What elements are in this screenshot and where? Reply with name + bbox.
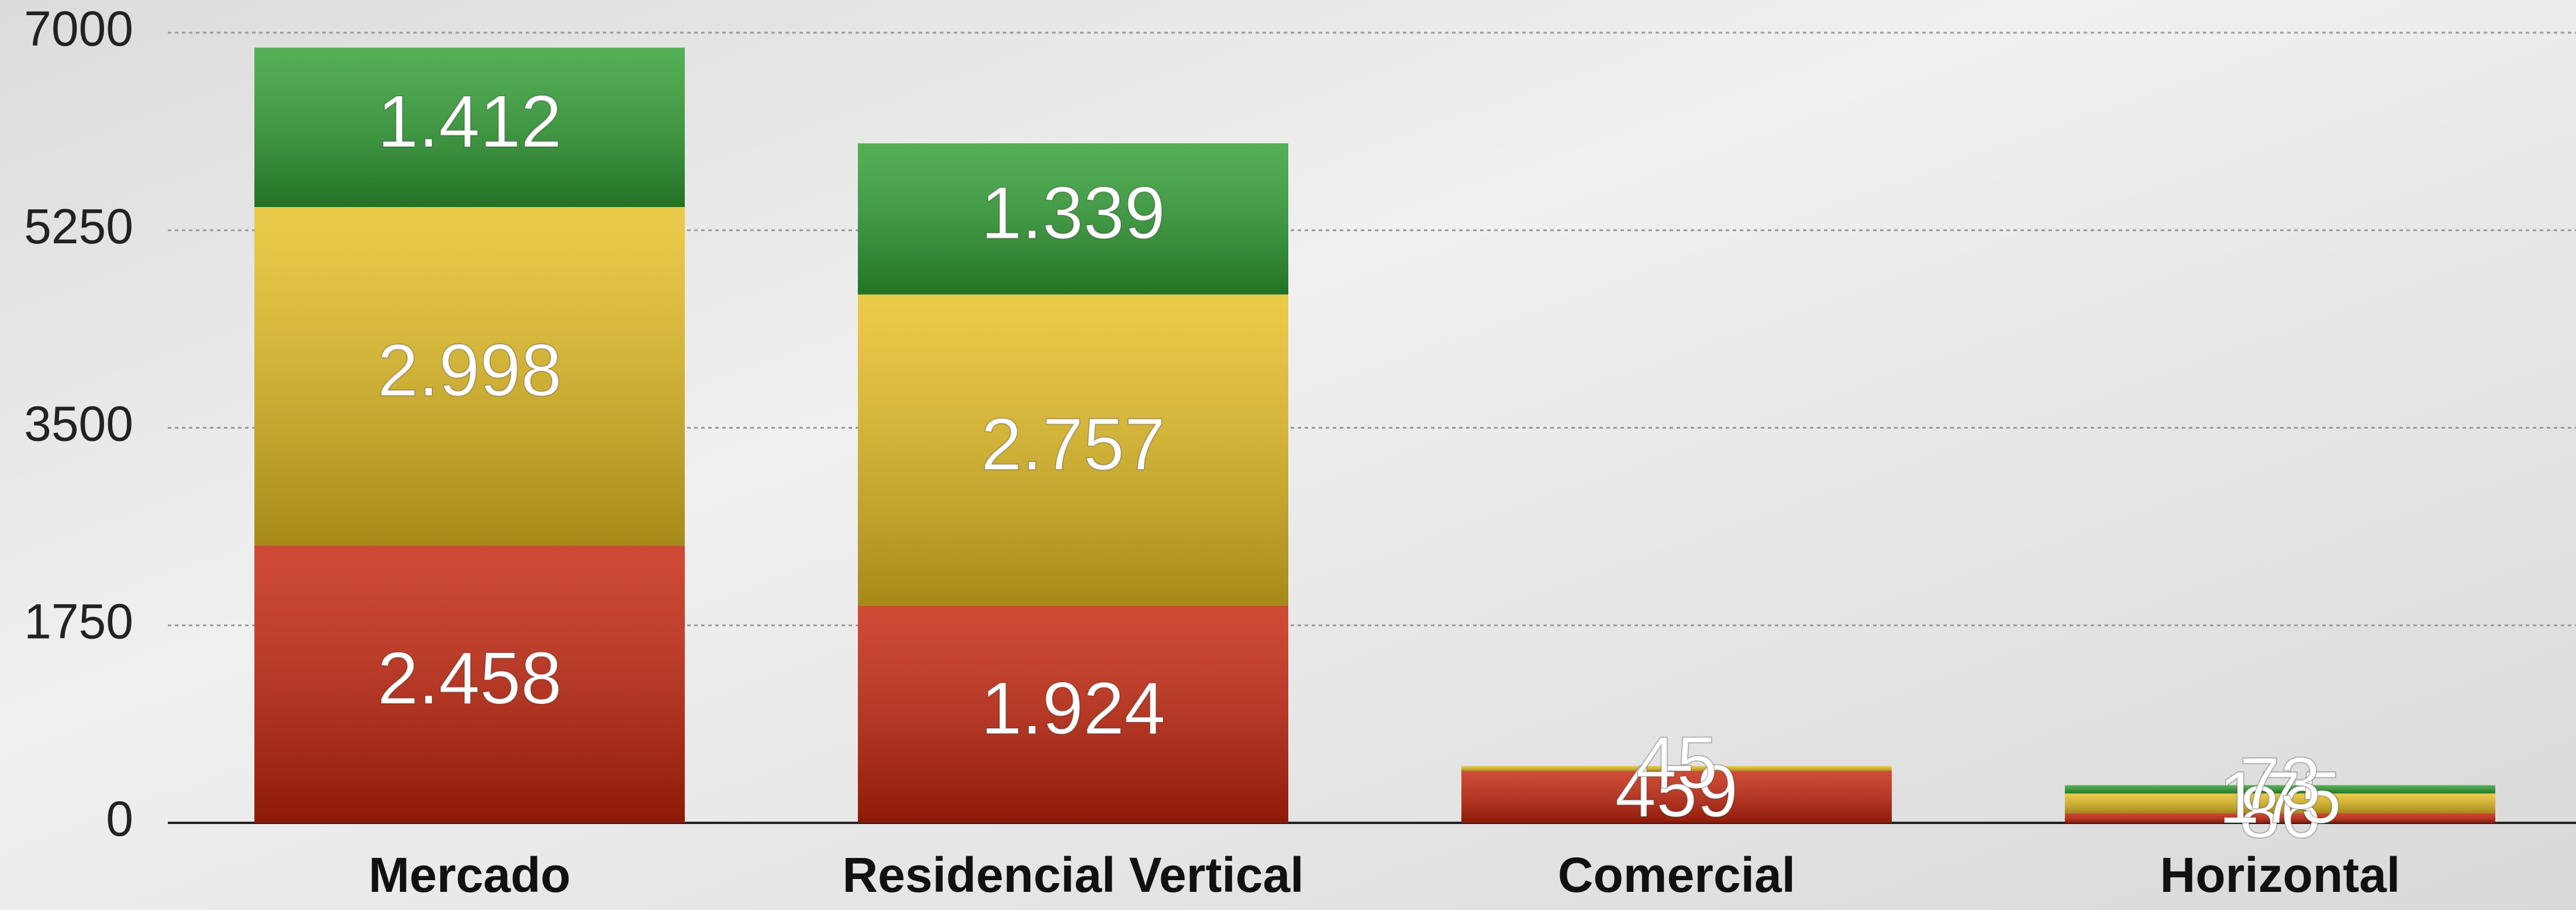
value-label: 175	[2219, 756, 2341, 839]
y-tick-label: 5250	[24, 199, 133, 254]
x-tick-label: Comercial	[1558, 847, 1795, 902]
bar-shade	[2065, 793, 2495, 814]
bar-shade	[254, 545, 685, 823]
value-label: 86	[2239, 771, 2321, 853]
bar-shade	[858, 294, 1288, 606]
value-label: 2.458	[377, 637, 561, 719]
value-label: 459	[1615, 750, 1738, 832]
value-label: 1.412	[377, 80, 561, 163]
value-label: 2.757	[981, 403, 1165, 485]
bar-shade	[254, 47, 685, 207]
bar-shade	[2065, 813, 2495, 823]
x-tick-label: Residencial Vertical	[842, 847, 1303, 902]
y-tick-label: 1750	[24, 594, 133, 649]
bar-shade	[254, 206, 685, 546]
bar-shade	[858, 143, 1288, 295]
y-tick-label: 7000	[24, 1, 133, 56]
value-label: 45	[1636, 721, 1718, 804]
y-tick-label: 3500	[24, 397, 133, 451]
value-label: 1.339	[981, 172, 1165, 254]
value-label: 73	[2239, 742, 2321, 825]
value-label: 2.998	[377, 329, 561, 412]
value-label: 1.924	[981, 667, 1165, 750]
x-tick-label: Mercado	[368, 847, 570, 902]
bar-shade	[858, 605, 1288, 823]
bar-shade	[2065, 785, 2495, 794]
x-tick-label: Horizontal	[2160, 847, 2401, 902]
y-tick-label: 0	[106, 791, 133, 846]
bar-shade	[1461, 771, 1892, 823]
bar-shade	[1461, 766, 1892, 771]
